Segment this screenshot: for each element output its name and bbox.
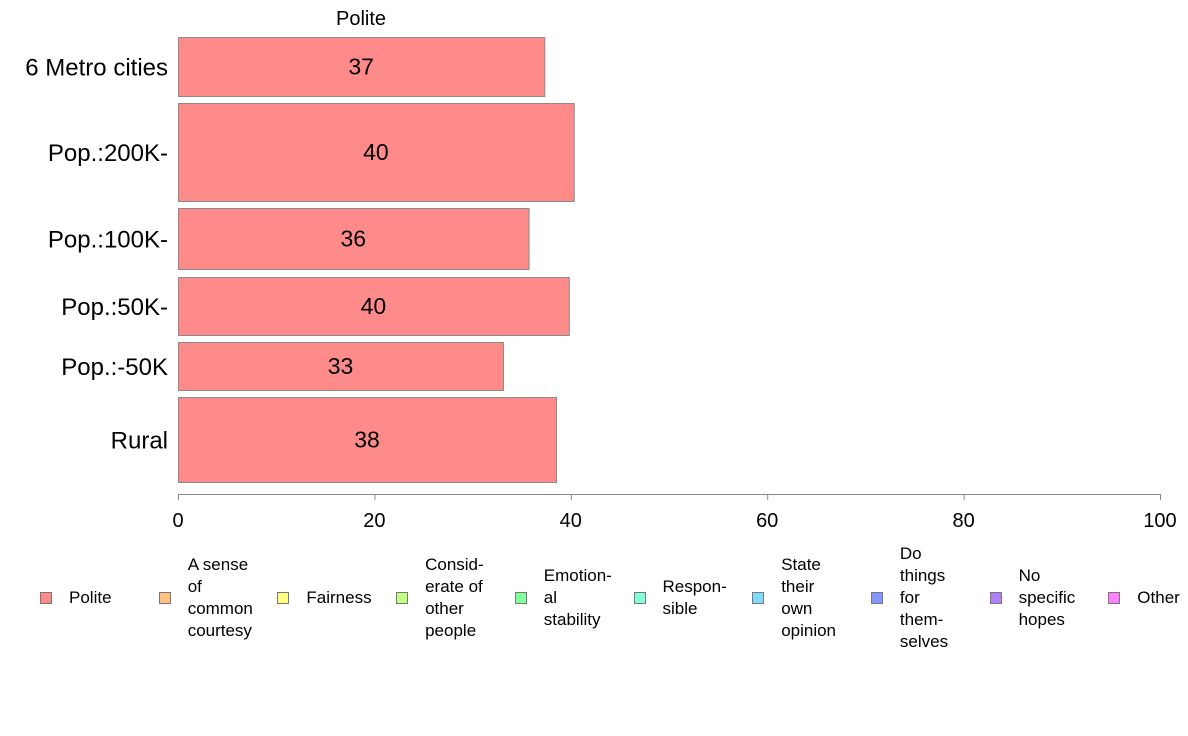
bar-value-label: 40: [361, 293, 387, 319]
bar-value-label: 33: [328, 353, 354, 379]
category-label: Pop.:50K-: [61, 294, 168, 321]
x-tick-label: 0: [172, 510, 183, 532]
legend-item: No specific hopes: [989, 538, 1107, 658]
legend-swatch: [989, 592, 1002, 604]
legend-swatch: [752, 592, 765, 604]
legend-label: Consid- erate of other people: [425, 555, 484, 640]
legend-swatch: [514, 592, 527, 604]
legend-item: Other: [1108, 538, 1188, 658]
legend-swatch: [158, 592, 171, 604]
bar: [178, 277, 570, 336]
legend-label: Respon- sible: [662, 577, 727, 618]
bar: [178, 342, 505, 391]
legend-item: Fairness: [277, 538, 394, 658]
x-tick-label: 100: [1143, 510, 1176, 532]
legend-label: Polite: [69, 588, 112, 607]
bar: [178, 37, 546, 97]
legend-swatch: [633, 592, 646, 604]
bar-value-label: 36: [340, 226, 366, 252]
category-label: Rural: [111, 428, 168, 455]
bar-value-label: 37: [348, 54, 374, 80]
x-tick-label: 60: [756, 510, 778, 532]
legend-item: Emotion- al stability: [514, 538, 632, 658]
legend-item: Consid- erate of other people: [396, 538, 513, 658]
legend-label: Emotion- al stability: [543, 566, 612, 629]
bar: [178, 103, 575, 202]
legend-label: Do things for them- selves: [899, 544, 949, 651]
legend-label: Fairness: [306, 588, 372, 607]
category-label: Pop.:100K-: [48, 227, 168, 254]
x-tick-label: 40: [560, 510, 582, 532]
chart-title: Polite: [336, 8, 386, 30]
chart-legend: Polite A sense of common courtesy Fairness…: [0, 538, 1188, 668]
legend-label: A sense of common courtesy: [187, 555, 253, 640]
x-tick-label: 20: [363, 510, 385, 532]
legend-label: Other: [1137, 588, 1180, 607]
legend-label: No specific hopes: [1018, 566, 1076, 629]
category-label: Pop.:200K-: [48, 140, 168, 167]
bar-value-label: 38: [354, 427, 380, 453]
legend-item: A sense of common courtesy: [158, 538, 276, 658]
legend-item: Polite: [40, 538, 157, 658]
legend-swatch: [870, 592, 883, 604]
legend-item: Respon- sible: [633, 538, 751, 658]
legend-item: State their own opinion: [752, 538, 869, 658]
legend-item: Do things for them- selves: [870, 538, 988, 658]
legend-swatch: [277, 592, 290, 604]
legend-swatch: [1108, 592, 1121, 604]
category-label: 6 Metro cities: [25, 55, 168, 82]
x-tick-label: 80: [952, 510, 974, 532]
bar-value-label: 40: [363, 139, 389, 165]
bar: [178, 397, 558, 483]
legend-label: State their own opinion: [781, 555, 837, 640]
bar: [178, 208, 530, 270]
legend-swatch: [40, 592, 52, 604]
category-label: Pop.:-50K: [61, 354, 168, 381]
legend-swatch: [396, 592, 409, 604]
